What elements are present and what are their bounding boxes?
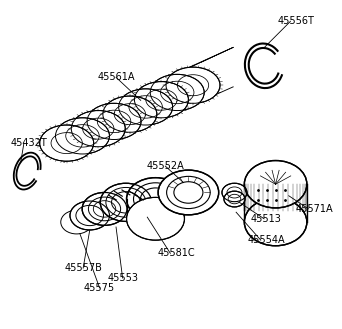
- Ellipse shape: [61, 210, 92, 234]
- Ellipse shape: [166, 67, 220, 103]
- Ellipse shape: [100, 183, 152, 221]
- Ellipse shape: [103, 96, 157, 132]
- Ellipse shape: [224, 191, 245, 207]
- Text: 45557B: 45557B: [64, 263, 102, 273]
- Ellipse shape: [222, 183, 247, 202]
- Ellipse shape: [244, 161, 307, 208]
- Ellipse shape: [55, 118, 109, 154]
- Text: 45556T: 45556T: [277, 16, 314, 26]
- Ellipse shape: [134, 82, 188, 118]
- Ellipse shape: [69, 216, 84, 228]
- Ellipse shape: [119, 89, 173, 125]
- Text: 45561A: 45561A: [97, 72, 135, 82]
- Text: 45553: 45553: [107, 273, 138, 283]
- Text: 45575: 45575: [84, 283, 115, 293]
- Ellipse shape: [150, 74, 204, 111]
- Ellipse shape: [158, 170, 219, 215]
- Ellipse shape: [127, 197, 184, 240]
- Text: 45581C: 45581C: [157, 248, 195, 258]
- Text: 45513: 45513: [251, 214, 282, 224]
- Ellipse shape: [66, 214, 88, 230]
- Text: 45552A: 45552A: [146, 161, 184, 171]
- Text: 45571A: 45571A: [295, 204, 333, 214]
- Ellipse shape: [70, 201, 109, 230]
- Ellipse shape: [127, 178, 184, 220]
- Text: 45554A: 45554A: [248, 235, 285, 245]
- Ellipse shape: [244, 198, 307, 246]
- Ellipse shape: [82, 192, 127, 225]
- Ellipse shape: [87, 103, 141, 139]
- Ellipse shape: [71, 111, 125, 147]
- Ellipse shape: [40, 125, 94, 161]
- Text: 45432T: 45432T: [11, 138, 48, 148]
